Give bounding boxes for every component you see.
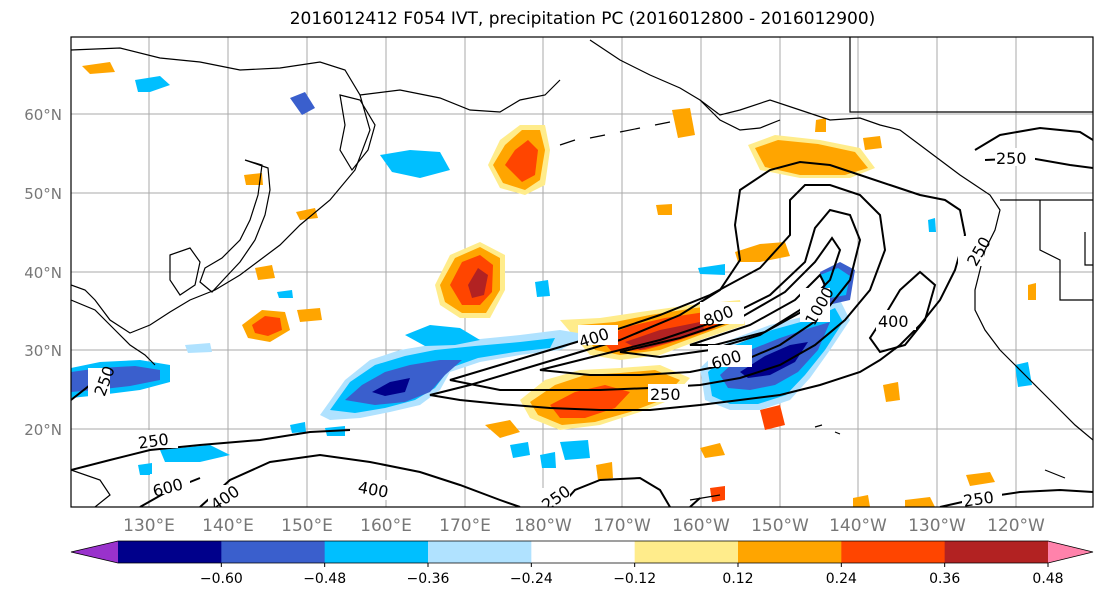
lon-label: 180°W xyxy=(514,516,572,536)
colorbar-segment xyxy=(634,541,739,563)
lat-label: 20°N xyxy=(24,421,62,439)
lon-label: 160°W xyxy=(672,516,730,536)
map-area: 250 250 250 250 250 250 250 400 400 400 … xyxy=(71,37,1093,511)
colorbar-tick-label: 0.48 xyxy=(1032,571,1063,587)
longitude-labels: 130°E 140°E 150°E 160°E 170°E 180°W 170°… xyxy=(123,516,1045,536)
lon-label: 160°E xyxy=(360,516,412,536)
colorbar-tick-label: −0.12 xyxy=(613,571,656,587)
lon-label: 130°W xyxy=(908,516,966,536)
contour-label: 250 xyxy=(650,385,681,404)
lon-label: 130°E xyxy=(123,516,175,536)
colorbar-tick-label: −0.48 xyxy=(303,571,346,587)
colorbar-tick-label: −0.60 xyxy=(200,571,243,587)
colorbar-tick-label: 0.24 xyxy=(826,571,857,587)
lat-label: 40°N xyxy=(24,264,62,282)
lon-label: 140°W xyxy=(829,516,887,536)
colorbar-segment xyxy=(324,541,429,563)
colorbar-segment xyxy=(738,541,842,563)
precip-negative-regions xyxy=(71,76,1032,475)
lon-label: 150°W xyxy=(751,516,809,536)
colorbar-segment xyxy=(944,541,1049,563)
colorbar-extend-max xyxy=(1048,541,1093,563)
colorbar-tick-label: 0.12 xyxy=(722,571,753,587)
contour-label: 250 xyxy=(996,149,1027,168)
map-frame xyxy=(70,36,1094,508)
colorbar-tick-label: −0.36 xyxy=(407,571,450,587)
colorbar-segment xyxy=(841,541,946,563)
lon-label: 170°E xyxy=(439,516,491,536)
lon-label: 120°W xyxy=(987,516,1045,536)
lat-label: 50°N xyxy=(24,185,62,203)
contour-label: 400 xyxy=(878,312,909,331)
colorbar: −0.60 −0.48 −0.36 −0.24 −0.12 0.12 0.24 0.36 0.4… xyxy=(70,540,1094,587)
graticule xyxy=(71,37,1093,507)
lon-label: 150°E xyxy=(281,516,333,536)
colorbar-outline xyxy=(70,540,1094,564)
colorbar-segment xyxy=(221,541,326,563)
contour-label: 250 xyxy=(137,430,170,453)
colorbar-segment xyxy=(118,541,222,563)
lon-label: 140°E xyxy=(202,516,254,536)
colorbar-tick-label: 0.36 xyxy=(929,571,960,587)
lat-label: 60°N xyxy=(24,106,62,124)
latitude-labels: 60°N 50°N 40°N 30°N 20°N xyxy=(24,106,62,439)
coastlines xyxy=(71,37,1093,507)
colorbar-extend-min xyxy=(71,541,118,563)
lat-label: 30°N xyxy=(24,342,62,360)
colorbar-segment xyxy=(428,541,532,563)
contour-label: 250 xyxy=(962,488,995,511)
lon-label: 170°W xyxy=(593,516,651,536)
colorbar-segment xyxy=(531,541,636,563)
colorbar-tick-label: −0.24 xyxy=(510,571,553,587)
map-title: 2016012412 F054 IVT, precipitation PC (2… xyxy=(289,9,876,29)
